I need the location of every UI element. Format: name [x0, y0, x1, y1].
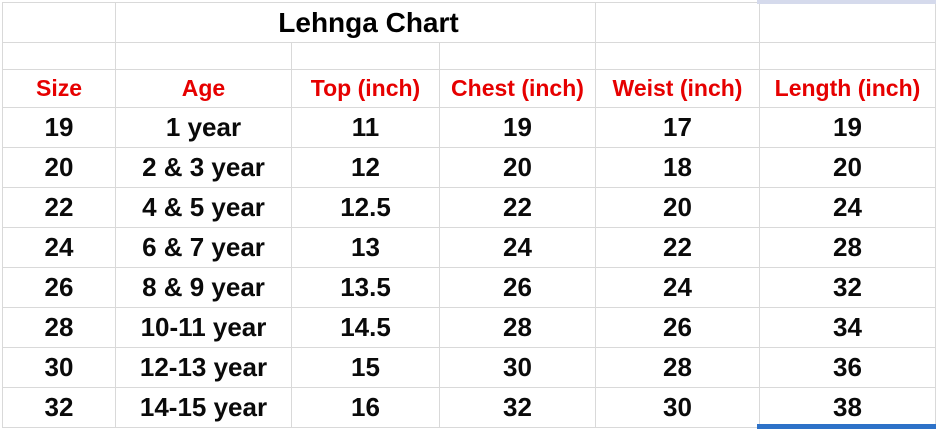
cell-age[interactable]: 6 & 7 year [116, 228, 292, 268]
header-cell-weist[interactable]: Weist (inch) [596, 70, 760, 108]
cell-top[interactable]: 13.5 [292, 268, 440, 308]
cell-top[interactable]: 15 [292, 348, 440, 388]
cell-length[interactable]: 24 [760, 188, 936, 228]
chart-title-cell[interactable]: Lehnga Chart [116, 3, 596, 43]
cell-weist[interactable]: 24 [596, 268, 760, 308]
cell-top[interactable]: 12 [292, 148, 440, 188]
cell-age[interactable]: 8 & 9 year [116, 268, 292, 308]
cell-top[interactable]: 12.5 [292, 188, 440, 228]
cell-length[interactable]: 28 [760, 228, 936, 268]
selection-border-indicator [757, 424, 936, 429]
cell-age[interactable]: 4 & 5 year [116, 188, 292, 228]
empty-cell[interactable] [3, 3, 116, 43]
empty-cell[interactable] [440, 43, 596, 70]
cell-top[interactable]: 16 [292, 388, 440, 428]
cell-weist[interactable]: 26 [596, 308, 760, 348]
empty-cell[interactable] [760, 43, 936, 70]
empty-cell[interactable] [116, 43, 292, 70]
header-cell-length[interactable]: Length (inch) [760, 70, 936, 108]
cell-length[interactable]: 38 [760, 388, 936, 428]
cell-chest[interactable]: 19 [440, 108, 596, 148]
cell-size[interactable]: 19 [3, 108, 116, 148]
cell-top[interactable]: 14.5 [292, 308, 440, 348]
cell-length[interactable]: 20 [760, 148, 936, 188]
cell-age[interactable]: 12-13 year [116, 348, 292, 388]
cell-size[interactable]: 26 [3, 268, 116, 308]
cell-age[interactable]: 1 year [116, 108, 292, 148]
cell-age[interactable]: 2 & 3 year [116, 148, 292, 188]
header-cell-age[interactable]: Age [116, 70, 292, 108]
cell-age[interactable]: 14-15 year [116, 388, 292, 428]
cell-size[interactable]: 22 [3, 188, 116, 228]
cell-length[interactable]: 34 [760, 308, 936, 348]
cell-weist[interactable]: 30 [596, 388, 760, 428]
cell-chest[interactable]: 32 [440, 388, 596, 428]
cell-chest[interactable]: 20 [440, 148, 596, 188]
header-cell-top[interactable]: Top (inch) [292, 70, 440, 108]
cell-size[interactable]: 28 [3, 308, 116, 348]
cell-chest[interactable]: 22 [440, 188, 596, 228]
empty-cell[interactable] [596, 3, 760, 43]
header-cell-chest[interactable]: Chest (inch) [440, 70, 596, 108]
cell-weist[interactable]: 28 [596, 348, 760, 388]
cell-chest[interactable]: 28 [440, 308, 596, 348]
cell-size[interactable]: 30 [3, 348, 116, 388]
cell-size[interactable]: 24 [3, 228, 116, 268]
cell-chest[interactable]: 24 [440, 228, 596, 268]
cell-chest[interactable]: 30 [440, 348, 596, 388]
cell-top[interactable]: 11 [292, 108, 440, 148]
cell-top[interactable]: 13 [292, 228, 440, 268]
cell-length[interactable]: 36 [760, 348, 936, 388]
cell-chest[interactable]: 26 [440, 268, 596, 308]
cell-age[interactable]: 10-11 year [116, 308, 292, 348]
selection-fill-indicator [757, 0, 936, 4]
cell-length[interactable]: 19 [760, 108, 936, 148]
cell-weist[interactable]: 17 [596, 108, 760, 148]
empty-cell[interactable] [596, 43, 760, 70]
cell-length[interactable]: 32 [760, 268, 936, 308]
cell-weist[interactable]: 20 [596, 188, 760, 228]
cell-size[interactable]: 20 [3, 148, 116, 188]
empty-cell[interactable] [760, 3, 936, 43]
header-cell-size[interactable]: Size [3, 70, 116, 108]
cell-size[interactable]: 32 [3, 388, 116, 428]
empty-cell[interactable] [292, 43, 440, 70]
cell-weist[interactable]: 22 [596, 228, 760, 268]
empty-cell[interactable] [3, 43, 116, 70]
cell-weist[interactable]: 18 [596, 148, 760, 188]
